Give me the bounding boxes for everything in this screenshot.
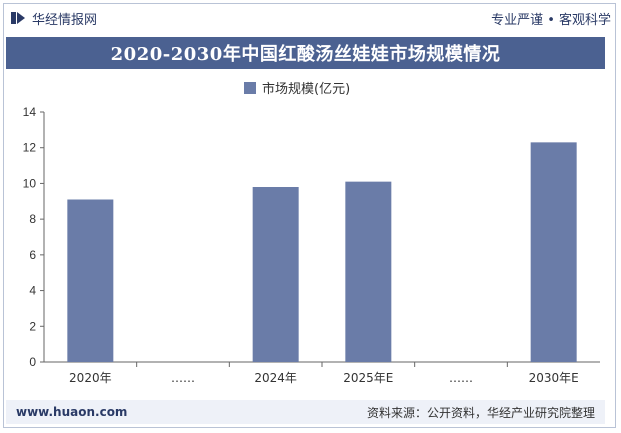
bar	[345, 181, 392, 362]
footer: www.huaon.com 资料来源：公开资料，华经产业研究院整理	[6, 400, 605, 424]
legend-swatch	[244, 81, 256, 94]
y-tick-label: 6	[29, 248, 36, 262]
x-tick-label: 2024年	[254, 371, 297, 385]
bar	[252, 187, 299, 362]
y-tick-label: 2	[29, 319, 36, 333]
tagline: 专业严谨 • 客观科学	[491, 12, 611, 28]
legend-label: 市场规模(亿元)	[262, 82, 351, 97]
y-tick-label: 8	[29, 212, 36, 226]
website-link[interactable]: www.huaon.com	[16, 405, 128, 419]
logo-icon	[11, 12, 25, 24]
x-tick-label: ……	[171, 371, 195, 385]
x-tick-label: 2030年E	[529, 371, 579, 385]
legend: 市场规模(亿元)	[244, 78, 350, 97]
brand-name: 华经情报网	[32, 12, 98, 28]
y-tick-label: 12	[23, 141, 37, 155]
x-tick-label: 2020年	[69, 371, 112, 385]
y-tick-label: 4	[29, 284, 36, 298]
brand: 华经情报网	[10, 9, 97, 28]
chart-title: 2020-2030年中国红酸汤丝娃娃市场规模情况	[6, 37, 605, 69]
x-tick-label: ……	[449, 371, 473, 385]
y-tick-label: 10	[23, 176, 37, 190]
x-tick-label: 2025年E	[343, 371, 393, 385]
top-bar: 华经情报网 专业严谨 • 客观科学	[0, 0, 621, 36]
bar	[67, 199, 114, 362]
bar	[530, 142, 577, 362]
y-tick-label: 0	[29, 355, 36, 369]
source-note: 资料来源：公开资料，华经产业研究院整理	[366, 405, 595, 420]
y-tick-label: 14	[23, 105, 37, 119]
